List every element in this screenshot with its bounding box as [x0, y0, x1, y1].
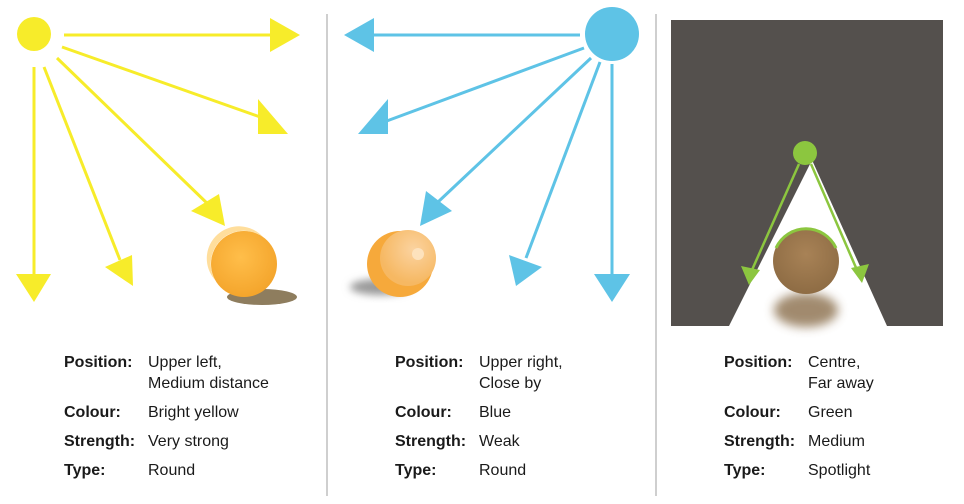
arrowhead	[420, 191, 452, 226]
property-row-type: Type: Round	[64, 460, 269, 481]
arrowhead	[358, 99, 388, 134]
property-row-position: Position: Upper right, Close by	[395, 352, 563, 394]
property-label: Strength:	[724, 433, 796, 450]
property-value: Round	[148, 462, 196, 479]
property-value: Upper right, Close by	[479, 354, 563, 392]
light-properties-yellow: Position: Upper left, Medium distance Co…	[64, 352, 269, 489]
property-row-position: Position: Centre, Far away	[724, 352, 874, 394]
light-ray	[42, 66, 122, 261]
blue-light-diagram	[344, 7, 639, 302]
arrowhead	[105, 255, 133, 286]
property-label: Colour:	[724, 404, 781, 421]
arrowhead	[16, 274, 51, 302]
panel-divider	[655, 14, 657, 496]
light-properties-blue: Position: Upper right, Close by Colour: …	[395, 352, 563, 489]
property-value: Very strong	[148, 433, 229, 450]
panel-yellow-light: Position: Upper left, Medium distance Co…	[0, 0, 326, 504]
property-row-colour: Colour: Green	[724, 402, 874, 423]
property-label: Position:	[64, 354, 133, 371]
property-label: Type:	[64, 462, 106, 479]
arrowhead	[191, 194, 225, 226]
green-spotlight-diagram	[671, 20, 943, 327]
light-ray	[55, 56, 214, 210]
property-label: Type:	[395, 462, 437, 479]
property-value: Spotlight	[808, 462, 871, 479]
spotlight-edge-ray	[750, 163, 801, 271]
ball-shadow	[774, 293, 838, 327]
property-label: Strength:	[64, 433, 136, 450]
property-row-strength: Strength: Very strong	[64, 431, 269, 452]
light-ray	[436, 56, 593, 204]
brown-ball	[773, 228, 839, 294]
light-ray	[524, 61, 602, 259]
property-label: Colour:	[64, 404, 121, 421]
property-label: Position:	[395, 354, 464, 371]
spotlight-edge-ray	[809, 163, 859, 271]
property-label: Strength:	[395, 433, 467, 450]
panel-green-spotlight: Position: Centre, Far away Colour: Green…	[657, 0, 964, 504]
property-value: Blue	[479, 404, 512, 421]
property-row-colour: Colour: Bright yellow	[64, 402, 269, 423]
ball-lit-side	[380, 230, 436, 286]
yellow-light-source	[17, 17, 51, 51]
orange-ball	[211, 231, 277, 297]
property-value: Upper left, Medium distance	[148, 354, 269, 392]
property-value: Round	[479, 462, 527, 479]
panel-divider	[326, 14, 328, 496]
property-value: Green	[808, 404, 853, 421]
arrowhead	[594, 274, 630, 302]
green-light-source	[793, 141, 817, 165]
arrowhead	[851, 264, 869, 283]
property-row-position: Position: Upper left, Medium distance	[64, 352, 269, 394]
property-value: Bright yellow	[148, 404, 239, 421]
property-row-colour: Colour: Blue	[395, 402, 563, 423]
ball-rim-light	[774, 227, 838, 249]
light-ray	[383, 46, 585, 124]
property-row-type: Type: Spotlight	[724, 460, 874, 481]
property-value: Medium	[808, 433, 865, 450]
property-label: Type:	[724, 462, 766, 479]
property-row-strength: Strength: Medium	[724, 431, 874, 452]
ball-highlight	[206, 226, 263, 280]
property-value: Weak	[479, 433, 520, 450]
property-label: Colour:	[395, 404, 452, 421]
ball-highlight	[412, 248, 424, 260]
property-value: Centre, Far away	[808, 354, 874, 392]
arrowhead	[270, 18, 300, 52]
dark-backdrop	[671, 20, 943, 326]
light-properties-green: Position: Centre, Far away Colour: Green…	[724, 352, 874, 489]
property-label: Position:	[724, 354, 793, 371]
property-row-type: Type: Round	[395, 460, 563, 481]
arrowhead	[509, 255, 542, 286]
blue-light-source	[585, 7, 639, 61]
yellow-light-diagram	[16, 17, 300, 305]
arrowhead	[741, 266, 760, 285]
arrowhead	[258, 99, 288, 134]
arrowhead	[344, 18, 374, 52]
light-ray	[61, 45, 264, 120]
panel-blue-light: Position: Upper right, Close by Colour: …	[328, 0, 656, 504]
property-row-strength: Strength: Weak	[395, 431, 563, 452]
